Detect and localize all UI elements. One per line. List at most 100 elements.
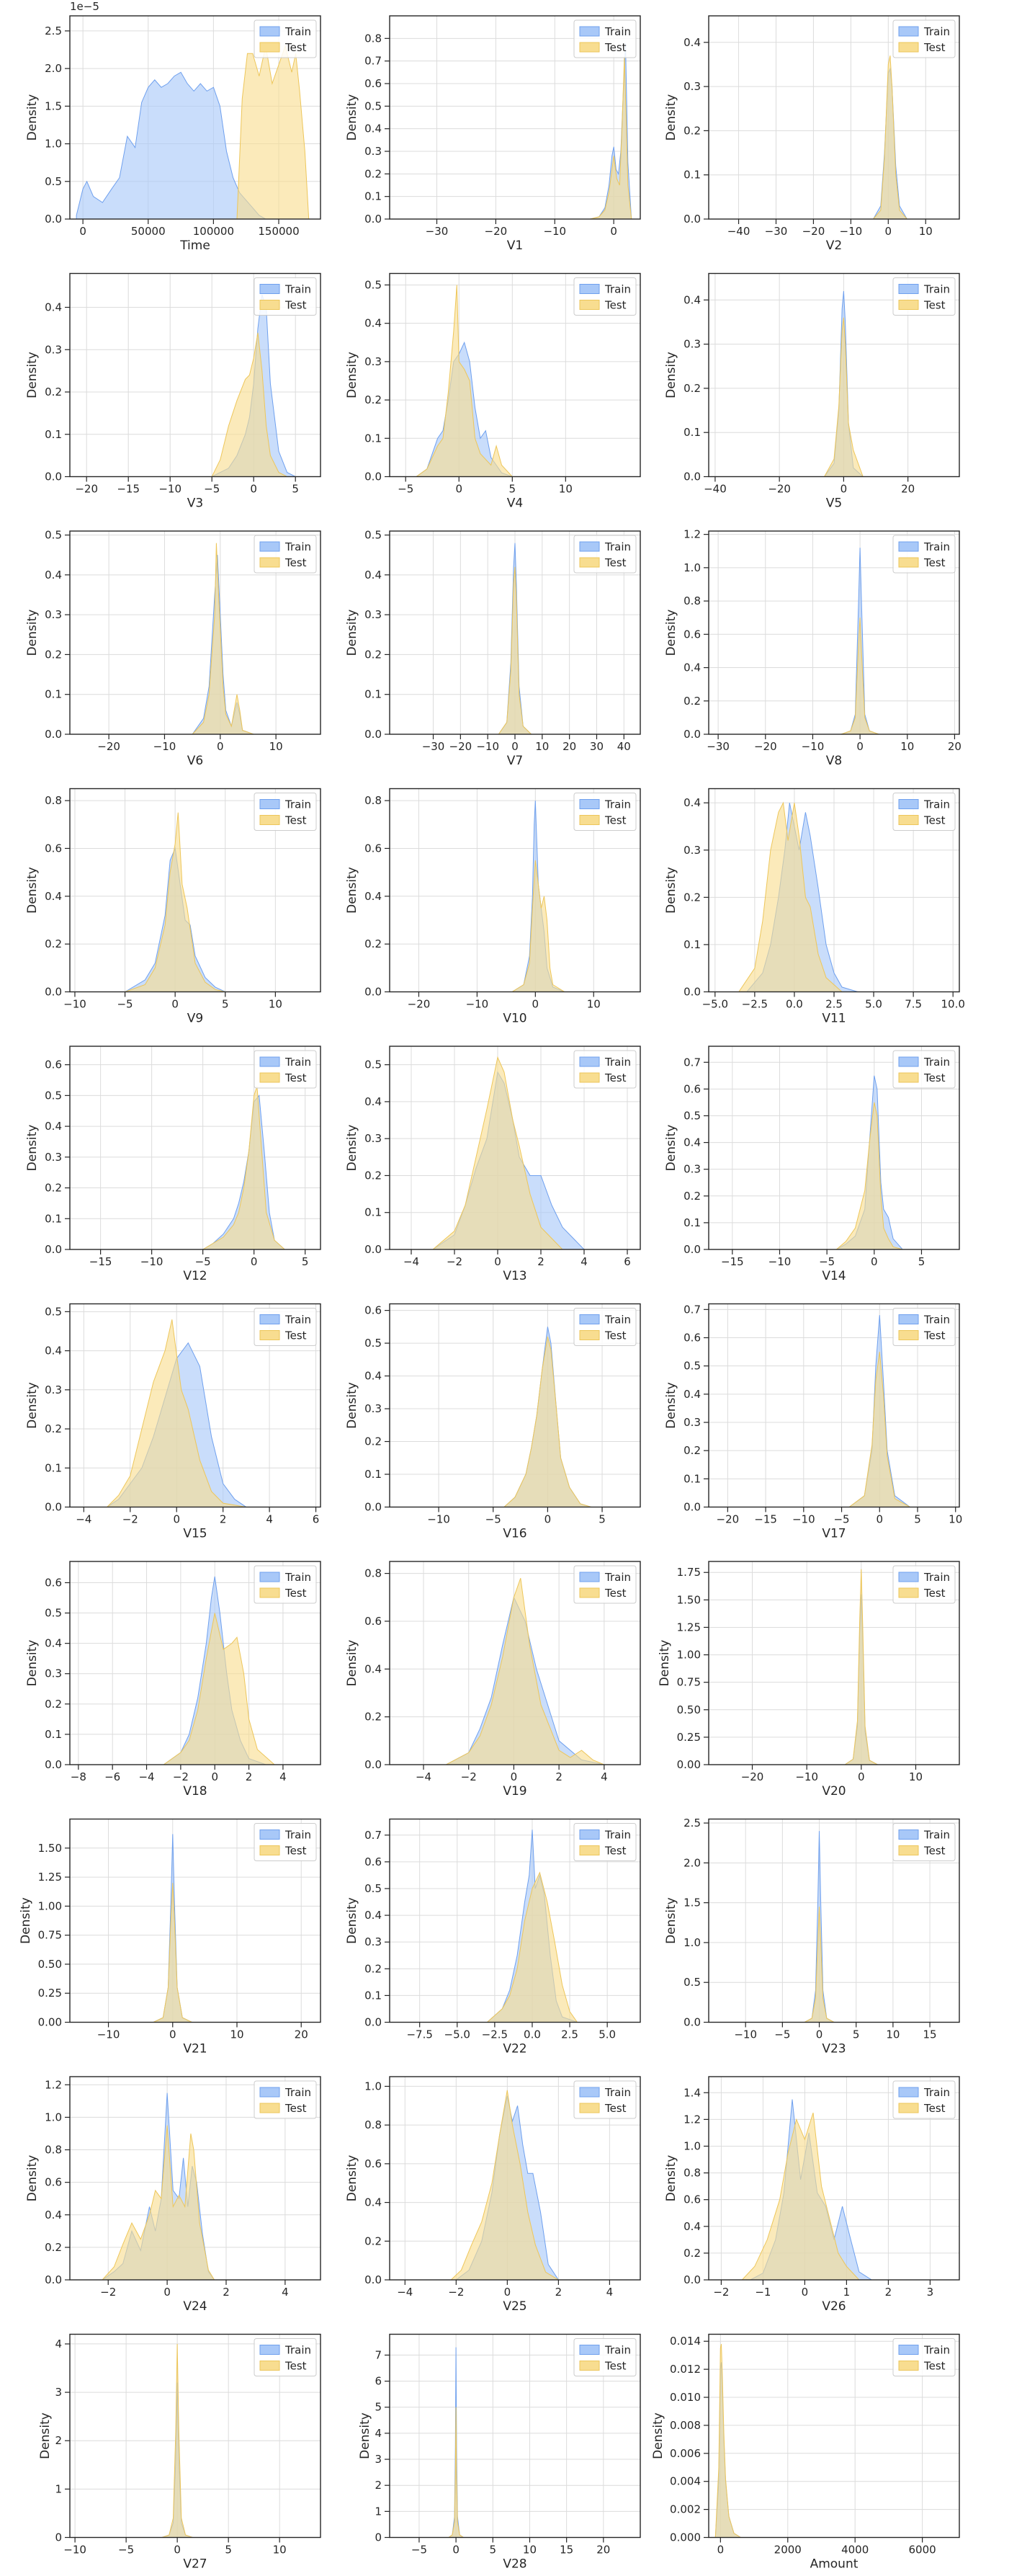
y-tick-label: 0.006 xyxy=(670,2447,701,2460)
y-tick-label: 1.5 xyxy=(45,99,62,112)
y-tick-label: 0.012 xyxy=(670,2363,701,2376)
y-tick-label: 0.2 xyxy=(364,393,382,406)
x-tick-label: −2 xyxy=(448,2286,464,2299)
legend-swatch-test xyxy=(259,42,280,53)
y-axis-label: Density xyxy=(38,2412,53,2459)
subplot-v2: −40 −30 −20 −10 0 10 0.0 0.1 0.2 0.3 0.4 V2 Density T… xyxy=(664,15,960,253)
x-tick-label: 15 xyxy=(923,2028,937,2041)
y-axis-label: Density xyxy=(25,94,40,141)
density-area-test xyxy=(804,1907,835,2023)
subplot-v22: −7.5 −5.0 −2.5 0.0 2.5 5.0 0.0 0.1 0.2 0.3 0.4 0.5 0… xyxy=(345,1818,641,2056)
x-tick-label: −5 xyxy=(485,1513,501,1526)
x-tick-label: 10 xyxy=(269,998,282,1011)
legend-swatch-train xyxy=(579,1056,600,1067)
y-tick-label: 0.4 xyxy=(45,569,62,581)
x-tick-label: 4 xyxy=(279,1770,287,1783)
y-axis-label: Density xyxy=(345,1382,359,1429)
x-tick-label: 2 xyxy=(223,2286,230,2299)
y-tick-label: 0.0 xyxy=(45,1501,62,1514)
y-tick-label: 0.2 xyxy=(683,124,701,137)
legend: Train Test xyxy=(254,1823,317,1861)
y-tick-label: 0.4 xyxy=(683,796,701,809)
axes-frame xyxy=(708,272,960,478)
x-tick-label: 5.0 xyxy=(865,998,882,1011)
y-tick-label: 0.5 xyxy=(364,529,382,542)
y-tick-label: 0.014 xyxy=(670,2335,701,2348)
x-tick-label: 0 xyxy=(717,2544,725,2557)
x-tick-label: 2 xyxy=(885,2286,892,2299)
legend: Train Test xyxy=(573,2080,637,2119)
y-tick-label: 0.3 xyxy=(683,1163,701,1176)
x-tick-label: 10 xyxy=(535,740,549,753)
x-tick-label: 20 xyxy=(596,2544,610,2557)
legend-label-test: Test xyxy=(284,2102,307,2115)
density-area-test xyxy=(125,812,225,992)
y-tick-label: 0.2 xyxy=(364,2234,382,2247)
x-tick-label: 10 xyxy=(559,483,573,496)
y-tick-label: 6 xyxy=(375,2375,382,2388)
legend-label-train: Train xyxy=(604,1314,631,1327)
x-tick-label: −5 xyxy=(204,483,220,496)
y-tick-label: 0.8 xyxy=(364,1567,382,1580)
y-tick-label: 0.0 xyxy=(364,213,382,226)
x-tick-label: 3 xyxy=(927,2286,934,2299)
legend: Train Test xyxy=(892,535,956,574)
x-tick-label: 0 xyxy=(876,1513,883,1526)
legend: Train Test xyxy=(892,2080,956,2119)
x-tick-label: 0 xyxy=(532,998,539,1011)
x-tick-label: 0 xyxy=(544,1513,552,1526)
x-tick-label: 10 xyxy=(949,1513,962,1526)
x-tick-label: −15 xyxy=(89,1255,112,1268)
axes-frame xyxy=(708,1046,960,1250)
density-area-test xyxy=(511,860,565,992)
x-tick-label: 0 xyxy=(494,1255,501,1268)
x-tick-label: −4 xyxy=(76,1513,91,1526)
legend: Train Test xyxy=(892,19,956,58)
y-tick-label: 1.0 xyxy=(45,2111,62,2123)
legend-swatch-test xyxy=(259,1330,280,1340)
x-tick-label: 0 xyxy=(511,1770,518,1783)
x-tick-label: 0 xyxy=(217,740,224,753)
x-tick-label: 2 xyxy=(537,1255,544,1268)
legend-label-train: Train xyxy=(284,2344,311,2357)
legend-label-test: Test xyxy=(923,2102,946,2115)
y-tick-label: 0.3 xyxy=(683,844,701,857)
legend-swatch-test xyxy=(579,1330,600,1340)
y-tick-label: 0.2 xyxy=(364,1169,382,1182)
legend-label-test: Test xyxy=(923,2360,946,2373)
y-tick-label: 0.5 xyxy=(683,1976,701,1989)
y-tick-label: 0.2 xyxy=(364,1435,382,1448)
x-axis-label: V9 xyxy=(187,1012,203,1026)
y-tick-label: 0.6 xyxy=(683,1082,701,1095)
x-tick-label: −10 xyxy=(802,740,825,753)
subplot-v13: −4 −2 0 2 4 6 0.0 0.1 0.2 0.3 0.4 0.5 V13 Density Trai… xyxy=(345,1046,641,1283)
y-tick-label: 0.0 xyxy=(364,1243,382,1256)
subplot-time: 0 50000 100000 150000 0.0 0.5 1.0 1.5 2.0 2.5 Time… xyxy=(25,0,321,253)
legend-label-train: Train xyxy=(923,2344,950,2357)
x-tick-label: 4000 xyxy=(841,2544,869,2557)
x-tick-label: 1 xyxy=(843,2286,851,2299)
x-axis-label: Time xyxy=(179,239,210,253)
x-tick-label: 5 xyxy=(292,483,299,496)
y-axis-label: Density xyxy=(25,1640,40,1687)
axes-frame xyxy=(69,272,321,478)
x-tick-label: 2 xyxy=(220,1513,227,1526)
y-axis-label: Density xyxy=(664,2155,678,2202)
legend-swatch-train xyxy=(579,2345,600,2355)
y-tick-label: 0.1 xyxy=(683,1472,701,1485)
y-tick-label: 0.0 xyxy=(683,2273,701,2286)
y-tick-label: 0.2 xyxy=(683,382,701,395)
legend-swatch-train xyxy=(259,1830,280,1840)
legend-swatch-train xyxy=(579,1314,600,1324)
x-tick-label: 0 xyxy=(871,1255,878,1268)
y-tick-label: 2.5 xyxy=(45,24,62,37)
x-axis-label: V6 xyxy=(187,754,203,768)
x-tick-label: 0 xyxy=(163,2286,171,2299)
legend-swatch-test xyxy=(579,42,600,53)
x-tick-label: 10 xyxy=(886,2028,900,2041)
x-tick-label: 5 xyxy=(853,2028,860,2041)
x-tick-label: 0 xyxy=(856,740,864,753)
y-tick-label: 0.5 xyxy=(683,1109,701,1122)
y-tick-label: 1.25 xyxy=(677,1621,701,1634)
x-tick-label: −30 xyxy=(426,225,449,238)
